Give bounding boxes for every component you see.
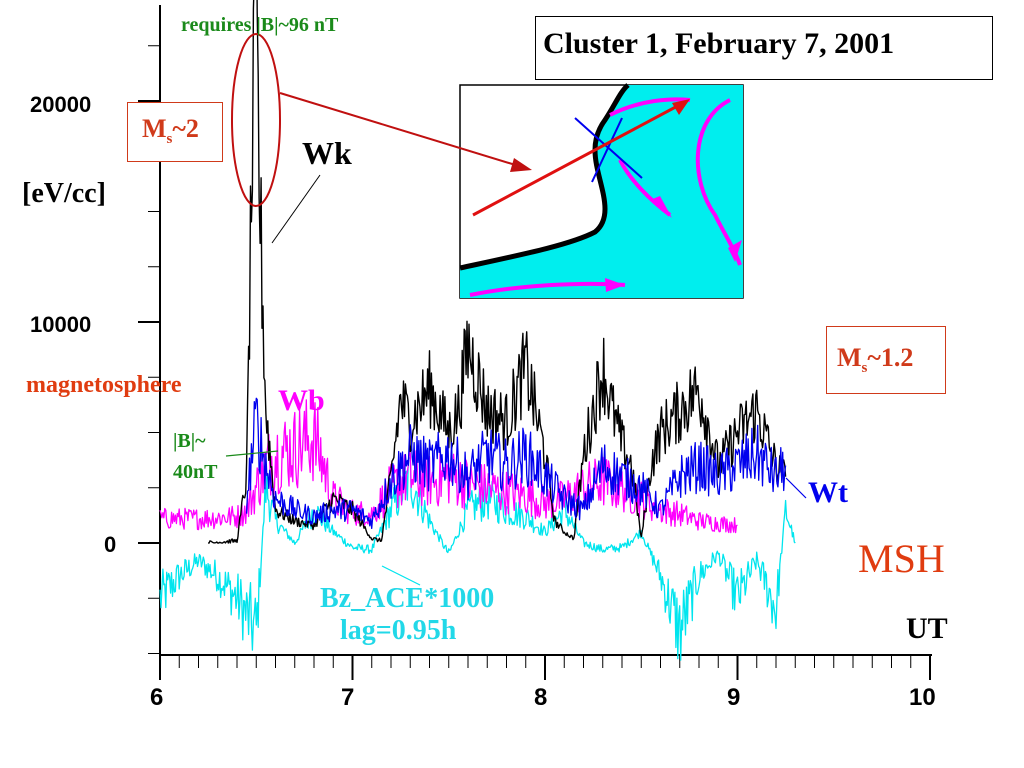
inset-flow-arrowhead [605,278,625,292]
annotation-bz-ace: Bz_ACE*1000 [320,583,495,614]
pointer-arrow-line [279,92,523,168]
ms12-box [826,326,946,394]
series-label-wt: Wt [808,476,848,509]
ms2-label: Ms~2 [142,114,199,148]
chart-title: Cluster 1, February 7, 2001 [543,27,895,60]
series-line-wk [208,0,787,544]
x-axis-label: UT [906,612,948,645]
ms12-rest: ~1.2 [867,343,914,372]
inset-sheath-region [460,85,743,298]
y-tick-label: 10000 [30,312,92,337]
annotation-requires-b: requires |B|~96 nT [181,14,339,36]
series-label-wb: Wb [278,384,325,417]
peak-highlight-ellipse [231,33,281,207]
inset-trajectory-line [472,100,686,217]
inset-flow-line [609,97,691,117]
annotation-b40-line2: 40nT [173,461,218,483]
wt-leader-line [785,477,807,499]
ms2-base: M [142,114,167,143]
series-label-wk: Wk [302,135,352,171]
annotation-magnetosphere: magnetosphere [26,372,182,398]
annotation-msh: MSH [858,536,945,581]
chart-title-box [535,16,993,80]
inset-reconnection-line [591,117,623,183]
pointer-arrowhead [510,158,532,172]
inset-trajectory-arrowhead [672,99,690,115]
inset-flow-arrowhead [650,196,672,218]
y-tick-label: 0 [104,532,117,557]
inset-flow-arrowhead [728,240,742,262]
b40-leader-line [225,450,279,457]
ms2-box [127,102,223,162]
annotation-bz-lag: lag=0.95h [340,615,457,646]
ms12-base: M [837,343,862,372]
series-line-wb [159,399,738,534]
ms2-rest: ~2 [172,114,199,143]
x-tick-label: 6 [150,684,164,711]
x-tick-label: 9 [727,684,741,711]
y-axis-label: [eV/cc] [22,178,106,209]
ms2-sub: s [166,131,173,148]
ms12-sub: s [861,360,868,377]
y-tick-label: 20000 [30,92,92,117]
series-line-bz-ace [159,456,796,661]
wk-leader-line [271,174,321,244]
x-tick-label: 7 [341,684,355,711]
x-tick-label: 10 [909,684,936,711]
bz-leader-line [381,565,421,586]
inset-magnetopause [459,83,630,271]
ms12-label: Ms~1.2 [837,343,913,377]
series-line-wt [245,397,787,530]
annotation-b40-line1: |B|~ [173,430,206,452]
x-tick-label: 8 [534,684,548,711]
